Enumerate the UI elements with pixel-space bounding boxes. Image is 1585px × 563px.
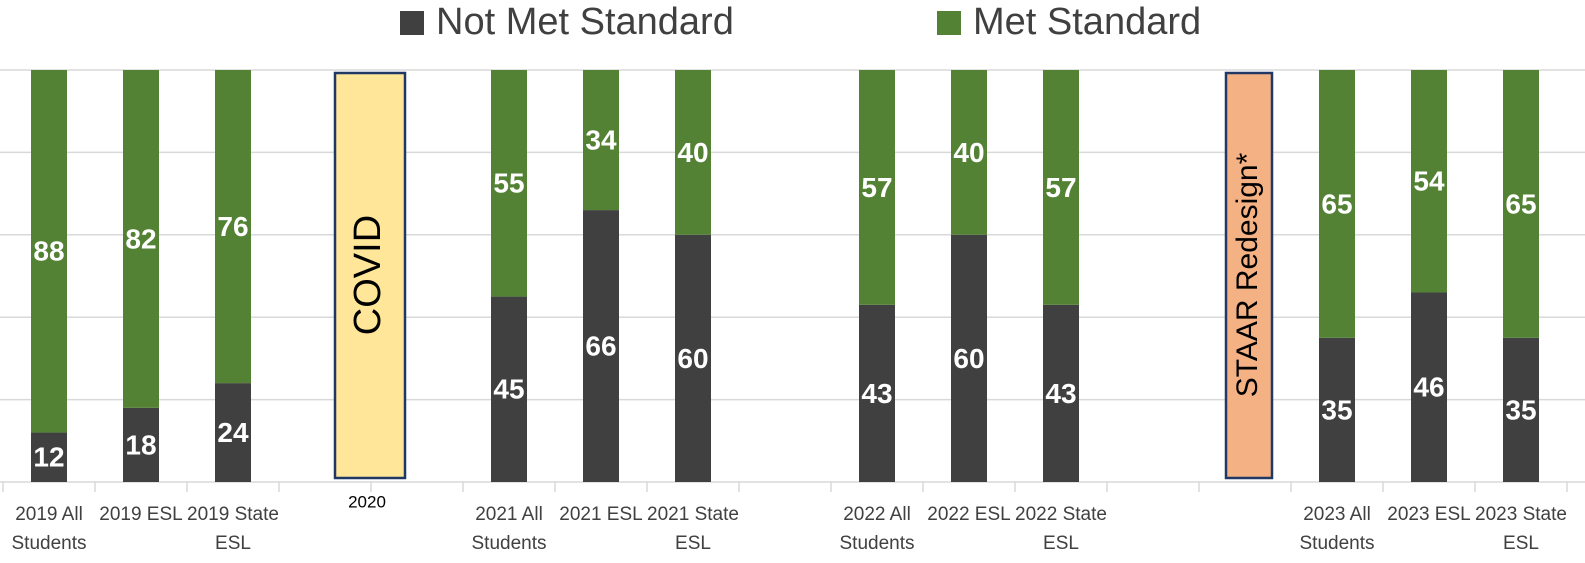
value-label: 65: [1321, 188, 1352, 219]
x-tick-label: 2023 All Students: [1299, 504, 1375, 554]
bar-segment: [1411, 292, 1447, 482]
value-label: 12: [33, 442, 64, 473]
value-label: 46: [1413, 372, 1444, 403]
legend-swatch: [400, 11, 424, 35]
value-label: 40: [953, 137, 984, 168]
value-label: 40: [677, 137, 708, 168]
value-label: 24: [217, 417, 249, 448]
value-label: 55: [493, 168, 524, 199]
bar-segment: [1319, 70, 1355, 338]
value-label: 43: [861, 378, 892, 409]
bar-segment: [491, 296, 527, 482]
bar-segment: [1043, 304, 1079, 482]
legend-label: Not Met Standard: [436, 1, 734, 43]
bar-segment: [491, 70, 527, 297]
value-label: 60: [953, 343, 984, 374]
bar-segment: [951, 70, 987, 235]
bar-segment: [859, 70, 895, 305]
value-label: 65: [1505, 188, 1536, 219]
bar-segment: [583, 70, 619, 211]
legend-label: Met Standard: [973, 1, 1201, 43]
value-label: 35: [1321, 394, 1352, 425]
bar-segment: [675, 70, 711, 235]
value-label: 43: [1045, 378, 1076, 409]
x-tick-label: 2019 ESL: [99, 504, 183, 525]
bar-segment: [123, 407, 159, 482]
annotation-box: [1224, 71, 1274, 480]
annotation-box: [333, 71, 407, 480]
x-tick-label: 2023 ESL: [1387, 504, 1471, 525]
bar-segment: [1503, 70, 1539, 338]
bar-segment: [583, 210, 619, 482]
bar-segment: [859, 304, 895, 482]
annotation-text: COVID: [347, 215, 389, 335]
bar-segment: [31, 432, 67, 482]
x-tick-label: 2022 ESL: [927, 504, 1011, 525]
value-label: 88: [33, 236, 64, 267]
x-tick-label: 2022 State ESL: [1015, 504, 1107, 554]
value-label: 66: [585, 330, 616, 361]
bar-segment: [1411, 70, 1447, 293]
value-label: 54: [1413, 166, 1445, 197]
bar-segment: [1043, 70, 1079, 305]
value-label: 45: [493, 374, 524, 405]
bar-segment: [1503, 337, 1539, 482]
annotation-text: STAAR Redesign*: [1231, 152, 1264, 397]
value-label: 57: [1045, 172, 1076, 203]
value-label: 35: [1505, 394, 1536, 425]
bar-segment: [675, 234, 711, 482]
x-tick-label: 2019 State ESL: [187, 504, 279, 554]
bar-segment: [31, 70, 67, 433]
x-tick-label: 2021 ESL: [559, 504, 643, 525]
bar-segment: [123, 70, 159, 408]
x-tick-label: 2021 State ESL: [647, 504, 739, 554]
x-tick-label: 2022 All Students: [839, 504, 915, 554]
bar-segment: [215, 70, 251, 384]
x-tick-label: 2021 All Students: [471, 504, 547, 554]
x-tick-label: 2023 State ESL: [1475, 504, 1567, 554]
value-label: 18: [125, 429, 156, 460]
value-label: 57: [861, 172, 892, 203]
bar-segment: [1319, 337, 1355, 482]
x-tick-label: 2019 All Students: [11, 504, 87, 554]
legend-swatch: [937, 11, 961, 35]
annotation-text: 2020: [348, 492, 386, 511]
value-label: 34: [585, 124, 617, 155]
value-label: 60: [677, 343, 708, 374]
bar-segment: [215, 383, 251, 482]
value-label: 76: [217, 211, 248, 242]
bar-segment: [951, 234, 987, 482]
value-label: 82: [125, 223, 156, 254]
